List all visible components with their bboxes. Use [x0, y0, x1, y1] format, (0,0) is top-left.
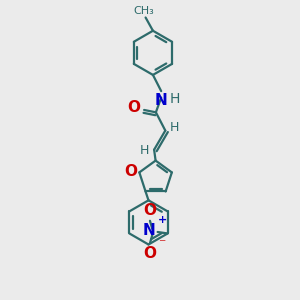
Text: N: N [143, 223, 156, 238]
Text: N: N [154, 93, 167, 108]
Text: H: H [169, 92, 180, 106]
Text: O: O [143, 203, 157, 218]
Text: CH₃: CH₃ [134, 6, 154, 16]
Text: O: O [127, 100, 140, 115]
Text: H: H [140, 144, 149, 157]
Text: O: O [124, 164, 137, 179]
Text: +: + [158, 214, 167, 225]
Text: H: H [170, 121, 179, 134]
Text: O: O [143, 246, 157, 261]
Text: ⁻: ⁻ [158, 237, 166, 251]
